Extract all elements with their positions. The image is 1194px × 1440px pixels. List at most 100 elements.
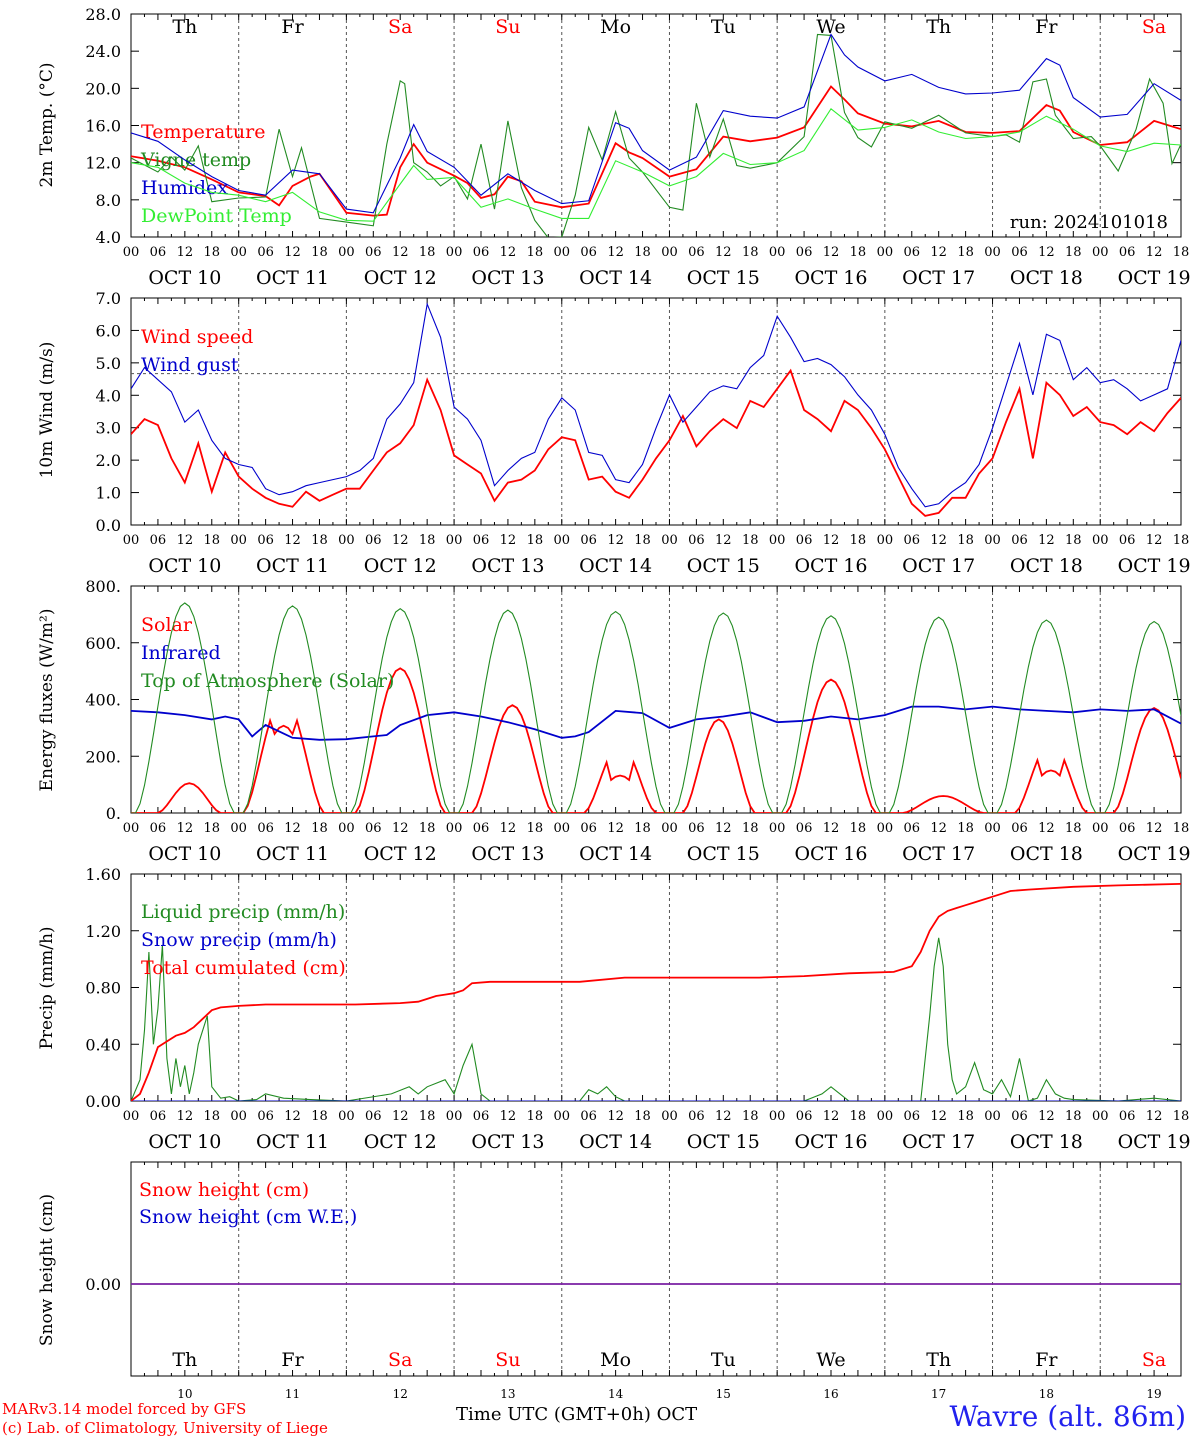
y-axis-label: 10m Wind (m/s) <box>37 342 57 479</box>
hour-tick-label: 18 <box>1065 245 1082 260</box>
hour-tick-label: 06 <box>1119 533 1136 548</box>
hour-tick-label: 12 <box>1038 1109 1055 1124</box>
hour-tick-label: 06 <box>580 821 597 836</box>
date-label: OCT 15 <box>687 267 760 289</box>
hour-tick-label: 06 <box>150 245 167 260</box>
date-label: OCT 16 <box>794 843 867 865</box>
y-tick-label: 20.0 <box>85 79 121 98</box>
day-of-week-label: Su <box>495 1349 520 1371</box>
hour-tick-label: 12 <box>1146 1109 1163 1124</box>
series-line-temperature <box>131 85 1181 217</box>
date-label: OCT 10 <box>148 555 221 577</box>
hour-tick-label: 18 <box>203 1109 220 1124</box>
y-axis-label: Precip (mm/h) <box>37 926 57 1049</box>
day-number-label: 15 <box>716 1387 731 1401</box>
hour-tick-label: 06 <box>150 533 167 548</box>
date-label: OCT 19 <box>1118 1131 1191 1153</box>
hour-tick-label: 00 <box>230 245 247 260</box>
day-of-week-label: Su <box>495 16 520 38</box>
day-of-week-label: Fr <box>1035 1349 1058 1371</box>
hour-tick-label: 12 <box>823 821 840 836</box>
hour-tick-label: 18 <box>311 245 328 260</box>
date-label: OCT 18 <box>1010 1131 1083 1153</box>
y-tick-label: 16.0 <box>85 117 121 136</box>
hour-tick-label: 06 <box>473 1109 490 1124</box>
date-label: OCT 13 <box>471 1131 544 1153</box>
hour-tick-label: 18 <box>203 533 220 548</box>
hour-tick-label: 06 <box>150 1109 167 1124</box>
hour-tick-label: 12 <box>1038 245 1055 260</box>
hour-tick-label: 00 <box>123 1109 140 1124</box>
y-tick-label: 1.0 <box>96 484 121 503</box>
series-line-vigne-temp <box>131 33 1181 237</box>
hour-tick-label: 00 <box>661 1109 678 1124</box>
hour-tick-label: 18 <box>957 245 974 260</box>
hour-tick-label: 18 <box>527 245 544 260</box>
y-tick-label: 1.20 <box>85 922 121 941</box>
day-of-week-label: Fr <box>1035 16 1058 38</box>
hour-tick-label: 06 <box>903 1109 920 1124</box>
hour-tick-label: 06 <box>365 821 382 836</box>
hour-tick-label: 12 <box>1146 821 1163 836</box>
date-label: OCT 10 <box>148 1131 221 1153</box>
hour-tick-label: 00 <box>123 245 140 260</box>
y-tick-label: 400. <box>85 691 121 710</box>
y-tick-label: 4.0 <box>96 228 121 247</box>
hour-tick-label: 18 <box>527 821 544 836</box>
hour-tick-label: 00 <box>230 533 247 548</box>
hour-tick-label: 12 <box>500 1109 517 1124</box>
hour-tick-label: 06 <box>903 245 920 260</box>
hour-tick-label: 18 <box>419 245 436 260</box>
y-tick-label: 24.0 <box>85 42 121 61</box>
hour-tick-label: 00 <box>877 245 894 260</box>
station-label: Wavre (alt. 86m) <box>949 1400 1186 1433</box>
date-label: OCT 17 <box>902 843 975 865</box>
hour-tick-label: 18 <box>634 821 651 836</box>
hour-tick-label: 18 <box>742 821 759 836</box>
hour-tick-label: 18 <box>311 1109 328 1124</box>
day-number-label: 17 <box>931 1387 946 1401</box>
hour-tick-label: 12 <box>715 533 732 548</box>
y-tick-label: 2.0 <box>96 451 121 470</box>
hour-tick-label: 12 <box>930 821 947 836</box>
y-tick-label: 0.00 <box>85 1275 121 1294</box>
hour-tick-label: 06 <box>365 1109 382 1124</box>
hour-tick-label: 18 <box>957 821 974 836</box>
date-label: OCT 12 <box>364 555 437 577</box>
y-tick-label: 600. <box>85 634 121 653</box>
hour-tick-label: 18 <box>311 533 328 548</box>
hour-tick-label: 18 <box>203 245 220 260</box>
hour-tick-label: 12 <box>1038 533 1055 548</box>
hour-tick-label: 18 <box>850 245 867 260</box>
y-tick-label: 8.0 <box>96 191 121 210</box>
date-label: OCT 14 <box>579 555 652 577</box>
hour-tick-label: 00 <box>877 821 894 836</box>
series-line-wind-gust <box>131 302 1181 508</box>
hour-tick-label: 06 <box>1119 821 1136 836</box>
date-label: OCT 11 <box>256 555 329 577</box>
hour-tick-label: 12 <box>500 245 517 260</box>
y-tick-label: 6.0 <box>96 321 121 340</box>
y-axis-label: Energy fluxes (W/m²) <box>37 609 57 792</box>
hour-tick-label: 00 <box>446 533 463 548</box>
hour-tick-label: 00 <box>661 245 678 260</box>
y-tick-label: 5.0 <box>96 354 121 373</box>
hour-tick-label: 00 <box>769 245 786 260</box>
hour-tick-label: 12 <box>715 1109 732 1124</box>
day-of-week-label: Mo <box>600 16 631 38</box>
date-label: OCT 11 <box>256 267 329 289</box>
hour-tick-label: 18 <box>527 1109 544 1124</box>
hour-tick-label: 00 <box>230 821 247 836</box>
day-of-week-label: Fr <box>281 1349 304 1371</box>
hour-tick-label: 18 <box>419 821 436 836</box>
hour-tick-label: 12 <box>177 533 194 548</box>
date-label: OCT 14 <box>579 1131 652 1153</box>
hour-tick-label: 00 <box>984 533 1001 548</box>
y-tick-label: 0.40 <box>85 1035 121 1054</box>
date-label: OCT 19 <box>1118 843 1191 865</box>
hour-tick-label: 18 <box>527 533 544 548</box>
hour-tick-label: 12 <box>500 821 517 836</box>
hour-tick-label: 18 <box>1173 245 1190 260</box>
panel-2-frame <box>130 585 1182 814</box>
